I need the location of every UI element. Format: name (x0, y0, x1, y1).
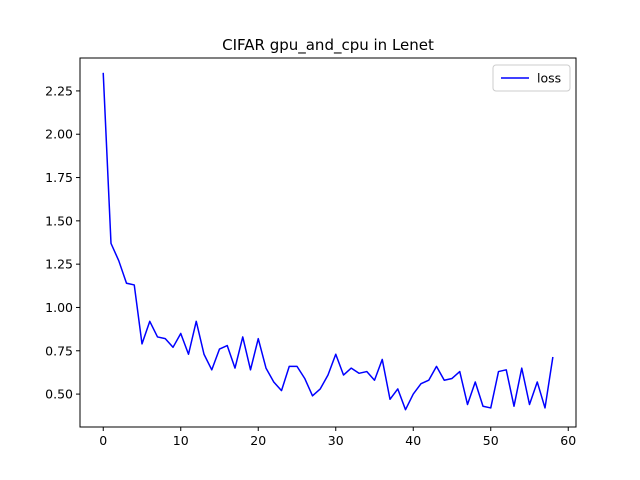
y-tick-label: 1.75 (45, 170, 73, 185)
axes-frame (79, 57, 577, 428)
y-tick-label: 2.25 (45, 83, 73, 98)
legend-label: loss (537, 71, 561, 86)
x-tick-label: 30 (328, 433, 344, 448)
x-tick-label: 60 (560, 433, 576, 448)
chart-title: CIFAR gpu_and_cpu in Lenet (222, 36, 434, 55)
x-tick-label: 40 (405, 433, 421, 448)
y-tick-label: 2.00 (45, 127, 73, 142)
x-tick-label: 10 (173, 433, 189, 448)
x-tick-label: 20 (250, 433, 266, 448)
legend: loss (492, 64, 571, 92)
x-tick-label: 50 (483, 433, 499, 448)
y-tick-label: 1.00 (45, 300, 73, 315)
x-tick-label: 0 (99, 433, 107, 448)
legend-box (492, 64, 571, 92)
series-layer (102, 72, 554, 411)
y-tick-label: 0.75 (45, 343, 73, 358)
x-axis: 0 10 20 30 40 50 60 (99, 427, 576, 448)
plot-area: 0 10 20 30 40 50 60 0.50 0.75 1.00 1.25 1.50 1.75 2.… (45, 57, 577, 448)
y-tick-label: 1.25 (45, 257, 73, 272)
y-tick-label: 1.50 (45, 213, 73, 228)
y-axis: 0.50 0.75 1.00 1.25 1.50 1.75 2.00 2.25 (45, 83, 80, 402)
series-line-loss (102, 72, 554, 411)
y-tick-label: 0.50 (45, 387, 73, 402)
